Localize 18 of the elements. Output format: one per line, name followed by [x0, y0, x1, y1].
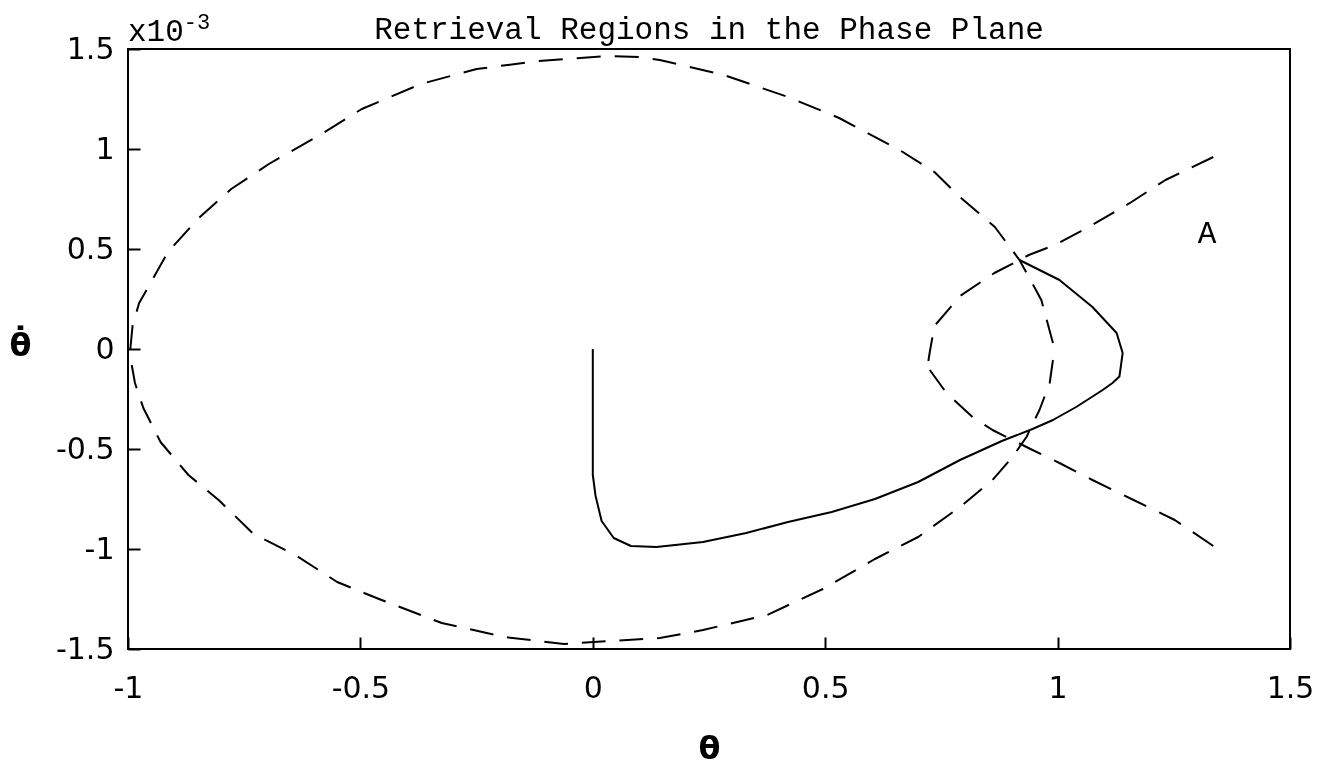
annotation: A — [1197, 216, 1217, 252]
chart-title: Retrieval Regions in the Phase Plane — [374, 13, 1044, 48]
y-tick-label: -1 — [84, 530, 115, 566]
x-tick-label: -0.5 — [331, 669, 391, 705]
annotation: x10$^{-3}$ — [128, 11, 211, 50]
y-tick-label: 0.5 — [66, 230, 115, 266]
x-axis-title: θ — [698, 728, 721, 765]
x-tick-label: 0 — [583, 669, 603, 705]
y-tick-label: 1 — [95, 130, 115, 166]
line-series — [927, 156, 1215, 362]
x-tick-label: 1.5 — [1266, 669, 1315, 705]
x-tick-label: 1 — [1048, 669, 1068, 705]
y-tick-label: 1.5 — [66, 30, 115, 66]
y-tick-label: -1.5 — [55, 630, 115, 666]
y-tick-label: -0.5 — [55, 430, 115, 466]
x-tick-label: 0.5 — [801, 669, 850, 705]
y-axis-title: θ̇ — [9, 324, 32, 364]
y-tick-label: 0 — [95, 330, 115, 366]
